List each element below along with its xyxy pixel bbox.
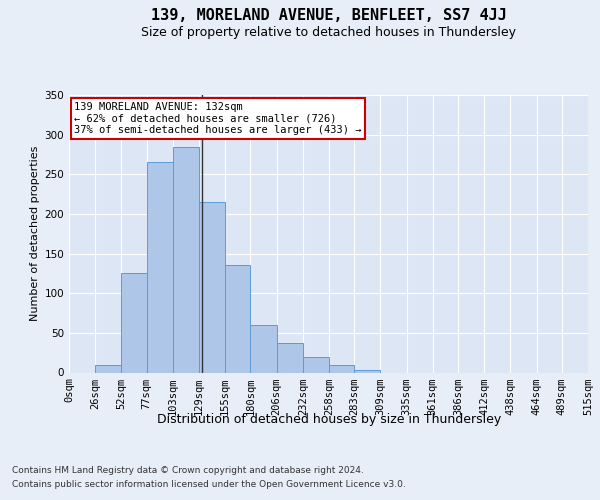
Bar — [250, 325, 277, 372]
Text: Size of property relative to detached houses in Thundersley: Size of property relative to detached ho… — [142, 26, 516, 39]
Bar — [354, 370, 380, 372]
Bar — [329, 364, 354, 372]
Bar — [303, 356, 329, 372]
Bar — [95, 364, 121, 372]
Text: Contains HM Land Registry data © Crown copyright and database right 2024.: Contains HM Land Registry data © Crown c… — [12, 466, 364, 475]
Text: 139 MORELAND AVENUE: 132sqm
← 62% of detached houses are smaller (726)
37% of se: 139 MORELAND AVENUE: 132sqm ← 62% of det… — [74, 102, 362, 135]
Text: Distribution of detached houses by size in Thundersley: Distribution of detached houses by size … — [157, 412, 501, 426]
Text: 139, MORELAND AVENUE, BENFLEET, SS7 4JJ: 139, MORELAND AVENUE, BENFLEET, SS7 4JJ — [151, 8, 507, 22]
Bar — [121, 274, 146, 372]
Bar — [173, 146, 199, 372]
Text: Contains public sector information licensed under the Open Government Licence v3: Contains public sector information licen… — [12, 480, 406, 489]
Bar — [199, 202, 225, 372]
Bar — [146, 162, 173, 372]
Y-axis label: Number of detached properties: Number of detached properties — [30, 146, 40, 322]
Bar — [225, 266, 250, 372]
Bar — [277, 343, 303, 372]
